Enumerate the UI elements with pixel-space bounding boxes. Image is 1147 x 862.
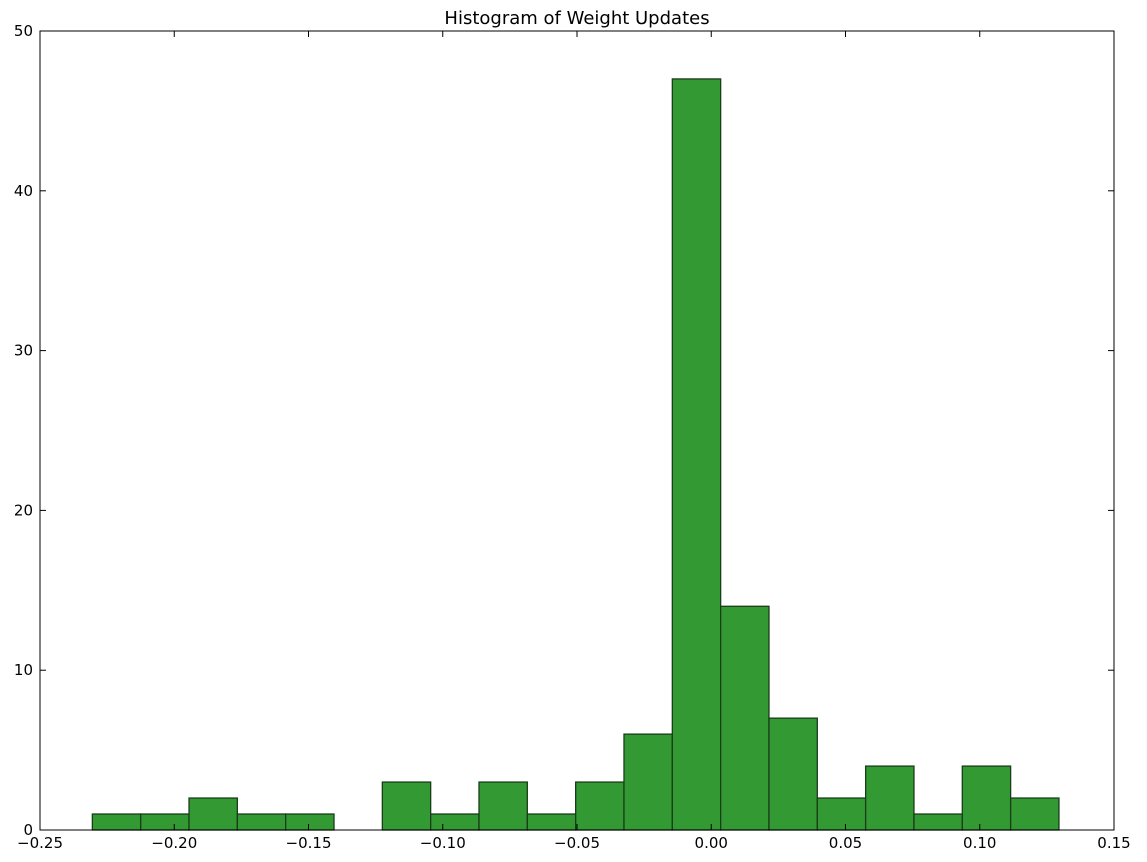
histogram-bar	[526, 813, 577, 831]
histogram-bar	[381, 781, 432, 831]
ticks-group: −0.25 −0.20 −0.15 −0.10 −0.05 0.00 0.05 0.10 0.1…	[14, 22, 1131, 852]
histogram-bar	[188, 797, 238, 831]
histogram-bar	[768, 717, 818, 831]
histogram-bar	[816, 797, 867, 831]
histogram-bar	[236, 813, 287, 831]
y-tick-label: 0	[23, 821, 33, 839]
histogram-bar	[719, 605, 770, 831]
y-tick-label: 30	[14, 342, 33, 360]
histogram-bar	[430, 813, 480, 831]
histogram-bar	[575, 781, 625, 831]
x-tick-label: −0.25	[17, 834, 63, 852]
histogram-bar	[864, 765, 915, 831]
y-tick-label: 40	[14, 182, 33, 200]
plot-frame	[39, 30, 1115, 831]
x-tick-label: −0.10	[420, 834, 466, 852]
histogram-bar	[91, 813, 142, 831]
chart-title: Histogram of Weight Updates	[444, 8, 709, 29]
y-tick-label: 10	[14, 661, 33, 679]
x-tick-label: −0.15	[286, 834, 332, 852]
y-tick-label: 50	[14, 22, 33, 40]
histogram-bar	[671, 78, 722, 831]
histogram-bar	[285, 813, 335, 831]
bars-group	[91, 78, 1060, 831]
x-tick-label: −0.20	[151, 834, 197, 852]
x-tick-label: 0.10	[963, 834, 996, 852]
x-tick-label: 0.05	[829, 834, 862, 852]
x-tick-label: 0.00	[695, 834, 728, 852]
x-tick-label: 0.15	[1097, 834, 1130, 852]
x-tick-label: −0.05	[554, 834, 600, 852]
histogram-bar	[478, 781, 528, 831]
histogram-bar	[1009, 797, 1060, 831]
histogram-bar	[623, 733, 673, 831]
y-tick-label: 20	[14, 501, 33, 519]
histogram-bar	[913, 813, 963, 831]
histogram-bar	[140, 813, 190, 831]
histogram-bar	[961, 765, 1012, 831]
